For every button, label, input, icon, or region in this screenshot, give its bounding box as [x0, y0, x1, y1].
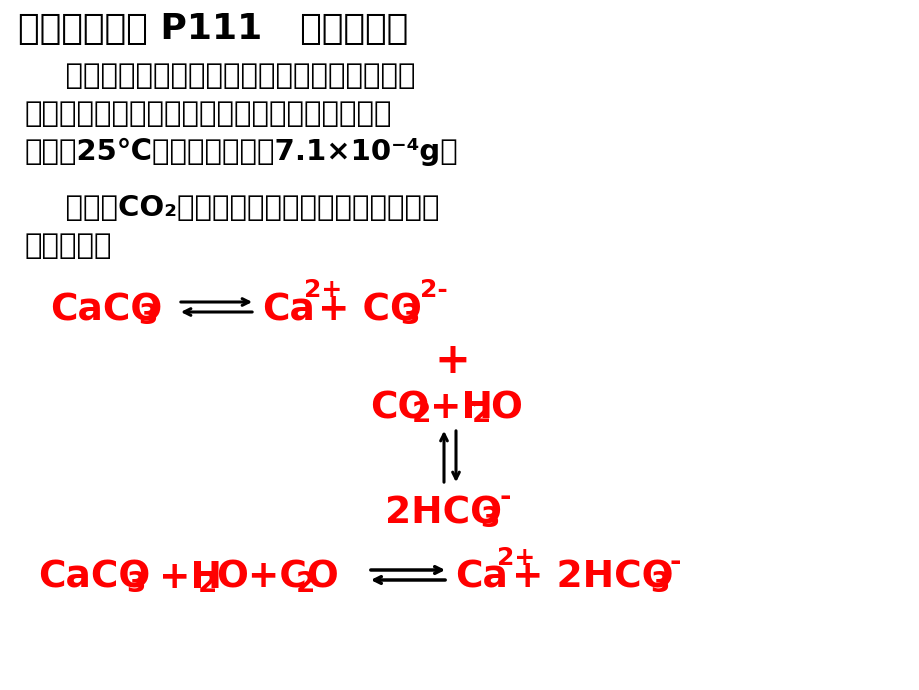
- Text: O: O: [490, 390, 521, 426]
- Text: 2: 2: [471, 400, 491, 428]
- Text: 当溶有CO₂水流经石灰岩时，能够发生和建立: 当溶有CO₂水流经石灰岩时，能够发生和建立: [25, 194, 439, 222]
- Text: +H: +H: [146, 560, 221, 596]
- Text: + 2HCO: + 2HCO: [512, 560, 673, 596]
- Text: +: +: [435, 340, 471, 382]
- Text: -: -: [499, 483, 511, 511]
- Text: 3: 3: [480, 505, 499, 533]
- Text: +H: +H: [429, 390, 493, 426]
- Text: 2: 2: [198, 570, 217, 598]
- Text: 3: 3: [400, 302, 419, 330]
- Text: 2+: 2+: [496, 546, 535, 570]
- Text: + CO: + CO: [318, 292, 422, 328]
- Text: 2: 2: [412, 400, 431, 428]
- Text: 2HCO: 2HCO: [384, 495, 502, 531]
- Text: 2-: 2-: [420, 278, 448, 302]
- Text: -: -: [669, 548, 681, 576]
- Text: 2: 2: [296, 570, 315, 598]
- Text: Ca: Ca: [262, 292, 314, 328]
- Text: CO: CO: [369, 390, 429, 426]
- Text: CaCO: CaCO: [50, 292, 162, 328]
- Text: 水，在25℃时，溶解度仅为7.1×10⁻⁴g。: 水，在25℃时，溶解度仅为7.1×10⁻⁴g。: [25, 138, 459, 166]
- Text: 3: 3: [650, 570, 669, 598]
- Text: CaCO: CaCO: [38, 560, 150, 596]
- Text: 3: 3: [138, 302, 157, 330]
- Text: 成的。石灰岩主要成分是碳酸钓。碳酸钓难溶于: 成的。石灰岩主要成分是碳酸钓。碳酸钓难溶于: [25, 100, 392, 128]
- Text: 3: 3: [126, 570, 145, 598]
- Text: O+CO: O+CO: [216, 560, 338, 596]
- Text: 【拓展视野】 P111   溶洞的形成: 【拓展视野】 P111 溶洞的形成: [18, 12, 408, 46]
- Text: 如下平衡：: 如下平衡：: [25, 232, 112, 260]
- Text: Ca: Ca: [455, 560, 507, 596]
- Text: 溶洞是石灰岩地区的地下水长期侵蚀岩层而形: 溶洞是石灰岩地区的地下水长期侵蚀岩层而形: [25, 62, 415, 90]
- Text: 2+: 2+: [303, 278, 342, 302]
